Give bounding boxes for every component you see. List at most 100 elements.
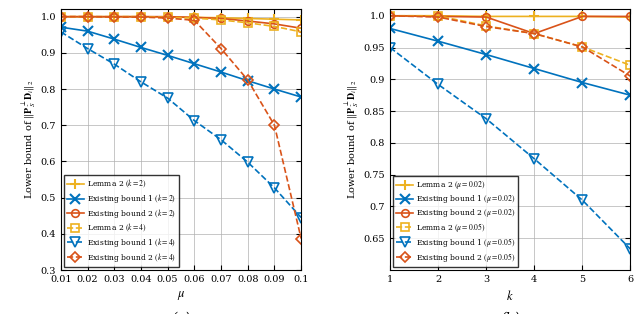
- Existing bound 2 $(k=4)$: [191, 19, 198, 22]
- Existing bound 1 $(k=2)$: [84, 29, 92, 33]
- Existing bound 2 $(k=2)$: [217, 17, 225, 20]
- Existing bound 2 $(\mu=0.05)$: [483, 25, 490, 29]
- Existing bound 2 $(\mu=0.02)$: [435, 14, 442, 18]
- Existing bound 1 $(\mu=0.05)$: [531, 157, 538, 161]
- Lemma 2 $(k=2)$: [191, 15, 198, 19]
- Lemma 2 $(\mu=0.05)$: [579, 45, 586, 49]
- Lemma 2 $(k=2)$: [137, 15, 145, 19]
- Existing bound 2 $(\mu=0.05)$: [531, 32, 538, 35]
- Existing bound 1 $(\mu=0.05)$: [627, 247, 634, 251]
- Line: Lemma 2 $(\mu=0.05)$: Lemma 2 $(\mu=0.05)$: [387, 12, 634, 69]
- Existing bound 2 $(k=2)$: [84, 15, 92, 19]
- Existing bound 1 $(\mu=0.05)$: [435, 83, 442, 86]
- Lemma 2 $(\mu=0.05)$: [627, 63, 634, 67]
- Existing bound 1 $(\mu=0.05)$: [483, 117, 490, 121]
- Existing bound 2 $(k=4)$: [244, 78, 252, 82]
- Existing bound 2 $(k=4)$: [164, 16, 172, 20]
- Existing bound 1 $(k=4)$: [110, 62, 118, 66]
- Existing bound 1 $(k=2)$: [57, 25, 65, 29]
- Line: Lemma 2 $(k=4)$: Lemma 2 $(k=4)$: [57, 13, 305, 36]
- Existing bound 1 $(\mu=0.02)$: [627, 93, 634, 97]
- Lemma 2 $(\mu=0.05)$: [483, 24, 490, 28]
- Existing bound 2 $(k=2)$: [137, 15, 145, 19]
- Existing bound 2 $(k=2)$: [244, 19, 252, 23]
- Existing bound 2 $(k=4)$: [271, 123, 278, 127]
- Lemma 2 $(k=4)$: [217, 18, 225, 22]
- Existing bound 2 $(k=2)$: [110, 15, 118, 19]
- Existing bound 2 $(\mu=0.02)$: [483, 15, 490, 19]
- Existing bound 2 $(k=4)$: [110, 15, 118, 19]
- Line: Lemma 2 $(\mu=0.02)$: Lemma 2 $(\mu=0.02)$: [385, 11, 635, 22]
- Existing bound 1 $(\mu=0.02)$: [579, 81, 586, 84]
- Existing bound 1 $(k=4)$: [217, 138, 225, 142]
- Lemma 2 $(\mu=0.02)$: [627, 15, 634, 19]
- Text: (a): (a): [172, 312, 191, 314]
- Existing bound 1 $(\mu=0.02)$: [386, 27, 394, 30]
- X-axis label: $\mu$: $\mu$: [177, 290, 185, 302]
- Existing bound 1 $(k=2)$: [217, 70, 225, 74]
- Lemma 2 $(\mu=0.02)$: [483, 14, 490, 18]
- Existing bound 2 $(\mu=0.05)$: [386, 14, 394, 18]
- Existing bound 1 $(k=2)$: [110, 37, 118, 41]
- Y-axis label: Lower bound of $\|\mathbf{P}_{\hat{S}}^{\perp}\mathbf{D}_i\|_2$: Lower bound of $\|\mathbf{P}_{\hat{S}}^{…: [344, 80, 361, 199]
- Lemma 2 $(k=2)$: [271, 17, 278, 21]
- Lemma 2 $(k=4)$: [164, 15, 172, 19]
- Existing bound 1 $(k=4)$: [57, 30, 65, 34]
- Lemma 2 $(\mu=0.05)$: [386, 14, 394, 18]
- Existing bound 2 $(k=4)$: [217, 46, 225, 50]
- Existing bound 2 $(k=4)$: [57, 15, 65, 19]
- Existing bound 1 $(\mu=0.02)$: [483, 53, 490, 57]
- Existing bound 1 $(\mu=0.05)$: [386, 46, 394, 49]
- Existing bound 2 $(\mu=0.05)$: [627, 74, 634, 78]
- Existing bound 1 $(k=2)$: [298, 95, 305, 99]
- Line: Existing bound 1 $(\mu=0.02)$: Existing bound 1 $(\mu=0.02)$: [385, 24, 635, 100]
- Existing bound 1 $(k=4)$: [137, 80, 145, 84]
- Lemma 2 $(k=2)$: [217, 16, 225, 20]
- Existing bound 2 $(\mu=0.02)$: [386, 14, 394, 18]
- Existing bound 1 $(k=4)$: [164, 96, 172, 100]
- Existing bound 2 $(k=2)$: [164, 15, 172, 19]
- Existing bound 1 $(\mu=0.02)$: [531, 67, 538, 70]
- Legend: Lemma 2 $(\mu=0.02)$, Existing bound 1 $(\mu=0.02)$, Existing bound 2 $(\mu=0.02: Lemma 2 $(\mu=0.02)$, Existing bound 1 $…: [393, 176, 518, 267]
- Lemma 2 $(\mu=0.05)$: [435, 14, 442, 18]
- Existing bound 1 $(k=2)$: [191, 62, 198, 66]
- Line: Existing bound 2 $(\mu=0.02)$: Existing bound 2 $(\mu=0.02)$: [387, 12, 634, 37]
- Lemma 2 $(\mu=0.02)$: [386, 14, 394, 18]
- Lemma 2 $(k=4)$: [57, 15, 65, 19]
- Lemma 2 $(k=4)$: [191, 16, 198, 20]
- Line: Existing bound 2 $(\mu=0.05)$: Existing bound 2 $(\mu=0.05)$: [387, 12, 634, 80]
- Lemma 2 $(k=4)$: [137, 15, 145, 19]
- Existing bound 2 $(k=2)$: [271, 22, 278, 26]
- Existing bound 1 $(k=4)$: [298, 216, 305, 219]
- Y-axis label: Lower bound of $\|\mathbf{P}_{\hat{S}}^{\perp}\mathbf{D}_i\|_2$: Lower bound of $\|\mathbf{P}_{\hat{S}}^{…: [20, 80, 38, 199]
- Line: Existing bound 2 $(k=2)$: Existing bound 2 $(k=2)$: [57, 13, 305, 32]
- Existing bound 1 $(k=4)$: [191, 119, 198, 122]
- Existing bound 2 $(\mu=0.05)$: [435, 15, 442, 19]
- Existing bound 2 $(k=2)$: [191, 15, 198, 19]
- Line: Existing bound 1 $(k=2)$: Existing bound 1 $(k=2)$: [56, 23, 306, 101]
- Existing bound 1 $(k=4)$: [271, 186, 278, 190]
- Lemma 2 $(k=2)$: [164, 15, 172, 19]
- Lemma 2 $(\mu=0.05)$: [531, 32, 538, 35]
- Existing bound 1 $(k=2)$: [271, 87, 278, 91]
- Lemma 2 $(k=2)$: [110, 15, 118, 19]
- X-axis label: $k$: $k$: [506, 290, 514, 303]
- Lemma 2 $(k=4)$: [298, 30, 305, 34]
- Existing bound 1 $(k=2)$: [137, 46, 145, 49]
- Existing bound 1 $(\mu=0.05)$: [579, 198, 586, 202]
- Lemma 2 $(\mu=0.02)$: [531, 14, 538, 18]
- Line: Existing bound 2 $(k=4)$: Existing bound 2 $(k=4)$: [57, 13, 305, 242]
- Line: Lemma 2 $(k=2)$: Lemma 2 $(k=2)$: [56, 12, 306, 24]
- Lemma 2 $(k=2)$: [84, 15, 92, 19]
- Existing bound 2 $(\mu=0.02)$: [627, 14, 634, 18]
- Existing bound 1 $(k=4)$: [244, 160, 252, 164]
- Existing bound 2 $(\mu=0.05)$: [579, 45, 586, 49]
- Existing bound 2 $(\mu=0.02)$: [579, 14, 586, 18]
- Lemma 2 $(k=2)$: [244, 17, 252, 20]
- Lemma 2 $(k=4)$: [84, 15, 92, 19]
- Lemma 2 $(\mu=0.02)$: [579, 14, 586, 18]
- Existing bound 2 $(k=4)$: [84, 15, 92, 19]
- Existing bound 2 $(k=4)$: [298, 237, 305, 241]
- Lemma 2 $(k=2)$: [298, 18, 305, 22]
- Lemma 2 $(k=4)$: [244, 21, 252, 25]
